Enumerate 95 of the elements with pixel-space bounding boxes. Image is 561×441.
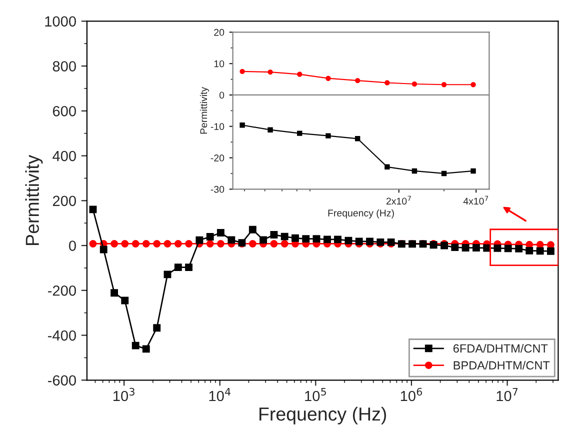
point: [248, 226, 256, 234]
point: [142, 240, 150, 248]
point: [153, 240, 161, 248]
point: [504, 244, 512, 252]
x-tick-label: 4x10$^{7}$: [463, 196, 488, 205]
point: [174, 240, 182, 248]
point: [366, 238, 374, 246]
point: [462, 244, 470, 252]
y-tick-label: 0: [69, 240, 76, 251]
point: [89, 206, 97, 214]
point: [302, 235, 310, 243]
y-tick-label: -200: [48, 286, 76, 296]
point: [472, 244, 480, 252]
legend-label: BPDA/DHTM/CNT: [454, 360, 550, 370]
point: [164, 240, 172, 248]
x-tick-label: 10$^{7}$: [496, 388, 518, 402]
point: [110, 289, 118, 297]
point: [470, 168, 476, 174]
x-tick-label: 10$^{4}$: [209, 388, 230, 402]
point: [451, 244, 459, 252]
y-tick-label: -30: [210, 186, 224, 193]
point: [185, 240, 193, 248]
point: [536, 247, 544, 255]
x-tick-label: 2x10$^{7}$: [386, 196, 411, 205]
point: [412, 168, 418, 174]
point: [196, 236, 204, 244]
point: [355, 238, 363, 246]
point: [384, 80, 390, 86]
point: [240, 122, 245, 128]
y-tick-label: -20: [210, 154, 224, 162]
point: [268, 127, 273, 132]
point: [326, 133, 331, 138]
point: [142, 345, 150, 353]
y-tick-label: 10: [214, 60, 224, 68]
point: [121, 296, 129, 304]
point: [185, 264, 193, 272]
point: [515, 244, 523, 252]
point: [354, 78, 360, 84]
x-axis-title: Frequency (Hz): [328, 209, 394, 218]
y-tick-label: 800: [52, 61, 76, 72]
point: [280, 232, 288, 240]
point: [354, 136, 360, 142]
point: [546, 247, 554, 255]
point: [334, 236, 342, 244]
point: [324, 236, 331, 244]
point: [292, 234, 299, 242]
point: [121, 240, 129, 248]
point: [260, 236, 268, 244]
point: [412, 81, 418, 87]
y-tick-label: -600: [48, 375, 76, 386]
point: [89, 240, 97, 248]
point: [270, 231, 278, 238]
point: [526, 246, 534, 254]
x-axis-title: Frequency (Hz): [260, 406, 386, 424]
y-tick-label: 20: [214, 28, 224, 36]
point: [441, 82, 447, 88]
point: [470, 82, 476, 88]
point: [441, 170, 447, 176]
point: [132, 342, 140, 350]
y-tick-label: 400: [52, 150, 76, 162]
point: [312, 235, 320, 243]
point: [216, 229, 224, 236]
point: [100, 246, 108, 254]
x-tick-label: 10$^{3}$: [114, 388, 134, 402]
point: [240, 68, 245, 74]
point: [280, 240, 288, 248]
y-tick-label: 200: [52, 196, 76, 206]
point: [268, 69, 273, 75]
point: [153, 324, 161, 332]
y-tick-label: -400: [48, 330, 76, 341]
point: [110, 240, 118, 248]
y-tick-label: 1000: [45, 16, 76, 27]
point: [344, 236, 352, 244]
legend-label: 6FDA/DHTM/CNT: [453, 344, 548, 353]
point: [228, 236, 236, 244]
point: [216, 240, 224, 248]
y-tick-label: 0: [219, 92, 224, 99]
point: [164, 270, 172, 278]
point: [270, 240, 278, 248]
point: [248, 240, 256, 248]
y-tick-label: 600: [52, 106, 76, 116]
point: [206, 240, 214, 248]
point: [297, 72, 302, 77]
x-tick-label: 10$^{5}$: [305, 388, 326, 402]
point: [326, 76, 331, 81]
point: [174, 264, 182, 272]
y-tick-label: -10: [210, 123, 224, 130]
point: [297, 130, 302, 136]
point: [494, 244, 502, 252]
point: [384, 164, 390, 170]
point: [132, 240, 140, 248]
y-axis-title: Permittivity: [200, 86, 210, 134]
x-tick-label: 10$^{6}$: [400, 388, 422, 402]
point: [206, 233, 214, 240]
y-axis-title: Permittivity: [25, 154, 43, 245]
